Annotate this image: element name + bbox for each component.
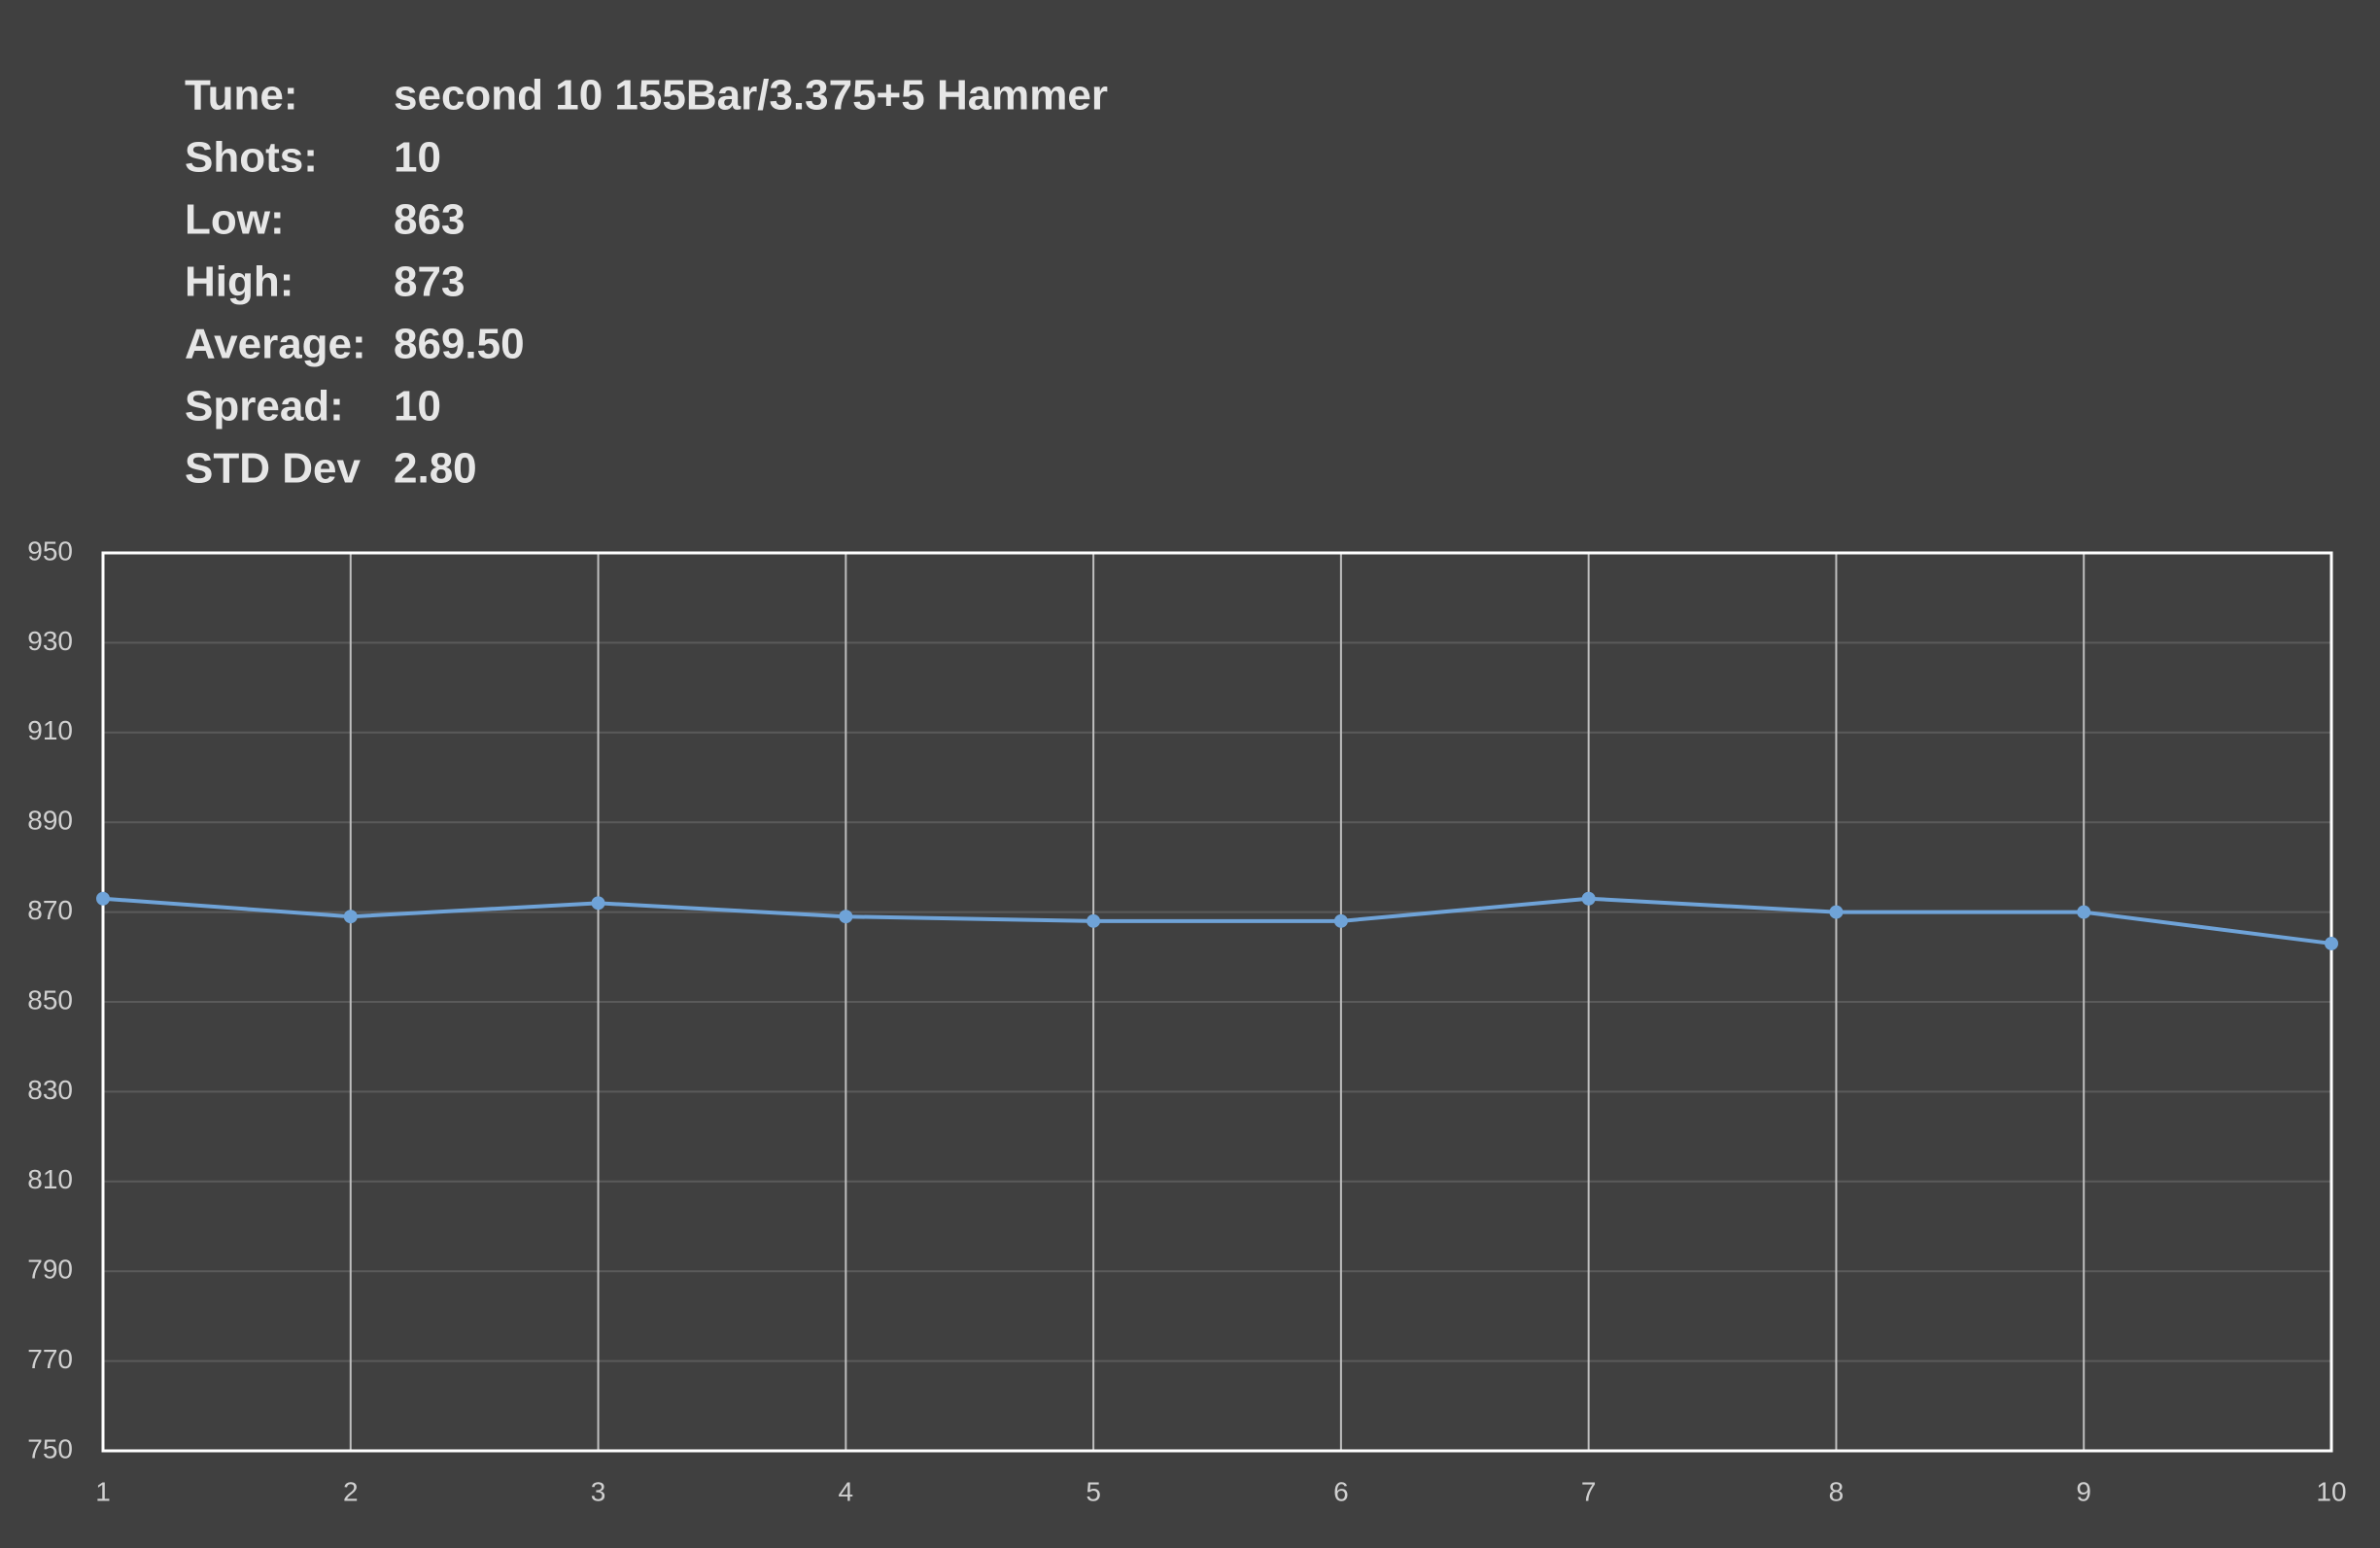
stat-label: Spread: bbox=[185, 383, 344, 430]
data-point bbox=[1333, 913, 1348, 928]
stat-label: Tune: bbox=[185, 72, 298, 120]
stat-value: 2.80 bbox=[394, 445, 477, 493]
y-tick-label: 890 bbox=[27, 806, 73, 836]
y-tick-label: 750 bbox=[27, 1433, 73, 1463]
x-tick-label: 4 bbox=[839, 1476, 854, 1506]
x-tick-label: 5 bbox=[1086, 1476, 1101, 1506]
data-point bbox=[1829, 905, 1844, 919]
plot-border bbox=[101, 551, 2333, 1453]
stat-value: 863 bbox=[394, 196, 465, 244]
x-tick-label: 3 bbox=[591, 1476, 606, 1506]
data-point bbox=[591, 896, 605, 911]
data-point bbox=[839, 910, 853, 924]
x-tick-label: 7 bbox=[1581, 1476, 1597, 1506]
stat-value: second 10 155Bar/3.375+5 Hammer bbox=[394, 72, 1108, 120]
data-point bbox=[1581, 891, 1596, 906]
y-tick-label: 790 bbox=[27, 1255, 73, 1285]
stat-value: 10 bbox=[394, 134, 441, 182]
data-point bbox=[96, 891, 110, 906]
stat-label: High: bbox=[185, 258, 293, 306]
data-point bbox=[1087, 913, 1101, 928]
y-tick-label: 870 bbox=[27, 895, 73, 925]
data-point bbox=[343, 910, 358, 924]
x-tick-label: 10 bbox=[2316, 1476, 2346, 1506]
stat-label: Shots: bbox=[185, 134, 318, 182]
data-point bbox=[2077, 905, 2091, 919]
y-tick-label: 930 bbox=[27, 626, 73, 656]
x-tick-label: 6 bbox=[1333, 1476, 1349, 1506]
y-tick-label: 950 bbox=[27, 535, 73, 566]
y-tick-label: 810 bbox=[27, 1164, 73, 1194]
y-tick-label: 910 bbox=[27, 715, 73, 745]
y-tick-label: 850 bbox=[27, 984, 73, 1015]
stat-value: 873 bbox=[394, 258, 465, 306]
stat-label: Average: bbox=[185, 321, 366, 368]
x-tick-label: 2 bbox=[343, 1476, 359, 1506]
stat-value: 869.50 bbox=[394, 321, 525, 368]
data-point bbox=[2325, 936, 2338, 950]
x-tick-label: 9 bbox=[2076, 1476, 2091, 1506]
y-tick-label: 830 bbox=[27, 1075, 73, 1105]
x-tick-label: 8 bbox=[1829, 1476, 1845, 1506]
stat-value: 10 bbox=[394, 383, 441, 430]
series-line bbox=[102, 896, 2332, 946]
stat-label: Low: bbox=[185, 196, 285, 244]
x-tick-label: 1 bbox=[95, 1476, 111, 1506]
stat-label: STD Dev bbox=[185, 445, 361, 493]
y-tick-label: 770 bbox=[27, 1344, 73, 1374]
